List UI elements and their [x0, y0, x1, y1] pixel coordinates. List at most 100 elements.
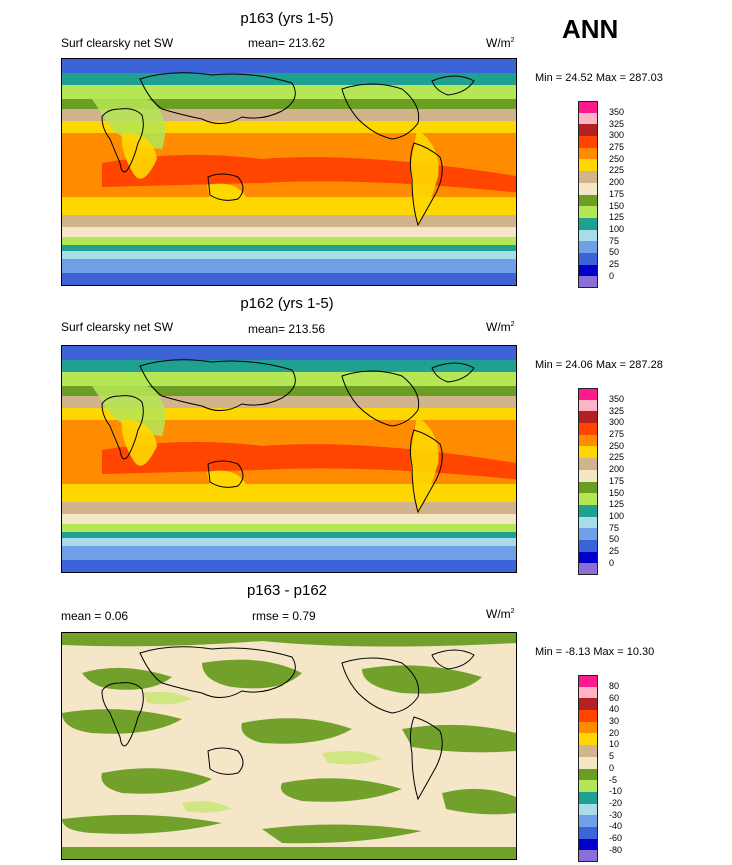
colorbar-swatch	[578, 686, 598, 699]
colorbar-swatch	[578, 423, 598, 435]
colorbar-tick: 0	[609, 557, 615, 568]
colorbar-tick: 350	[609, 394, 625, 404]
colorbar-tick: 175	[609, 475, 625, 486]
colorbar-tick: 80	[609, 681, 620, 691]
colorbar-tick: 40	[609, 704, 620, 715]
colorbar-swatch	[578, 698, 598, 711]
colorbar-swatch	[578, 504, 598, 517]
panel2-title: p162 (yrs 1-5)	[240, 295, 334, 312]
colorbar-swatch	[578, 411, 598, 424]
colorbar-swatch	[578, 481, 598, 494]
colorbar-swatch	[578, 710, 598, 722]
colorbar-tick: 325	[609, 405, 625, 416]
colorbar-swatch	[578, 675, 598, 687]
colorbar-tick: 125	[609, 499, 625, 510]
colorbar-swatch	[578, 838, 598, 851]
colorbar-tick: 175	[609, 188, 625, 199]
colorbar-tick: 150	[609, 200, 625, 211]
colorbar-swatch	[578, 194, 598, 207]
colorbar-swatch	[578, 780, 598, 792]
colorbar-tick: 200	[609, 464, 625, 475]
colorbar-tick: 150	[609, 487, 625, 498]
colorbar-tick: -5	[609, 774, 618, 785]
colorbar-swatch	[578, 551, 598, 564]
colorbar-tick: 275	[609, 142, 625, 153]
colorbar-tick: 25	[609, 545, 620, 556]
colorbar-tick: 50	[609, 247, 620, 258]
colorbar-tick: -10	[609, 786, 623, 797]
panel1-units: W/m2	[486, 36, 515, 50]
colorbar-swatch	[578, 388, 598, 400]
colorbar-tick: 5	[609, 751, 615, 762]
colorbar-swatch	[578, 112, 598, 125]
panel2-colorbar-ticks: 350 325 300 275 250 225 200 175 150 125 …	[609, 394, 624, 569]
colorbar-tick: 250	[609, 440, 625, 451]
panel3-rmse-label: rmse = 0.79	[252, 609, 316, 623]
colorbar-swatch	[578, 768, 598, 781]
colorbar-tick: 60	[609, 692, 620, 703]
panel1-map	[61, 58, 517, 286]
colorbar-swatch	[578, 217, 598, 230]
colorbar-swatch	[578, 826, 598, 839]
colorbar-swatch	[578, 756, 598, 769]
colorbar-swatch	[578, 815, 598, 827]
panel2-units: W/m2	[486, 320, 515, 334]
colorbar-tick: -40	[609, 821, 623, 832]
colorbar-swatch	[578, 446, 598, 459]
colorbar-swatch	[578, 136, 598, 148]
colorbar-swatch	[578, 516, 598, 529]
colorbar-tick: 350	[609, 107, 625, 117]
colorbar-swatch	[578, 252, 598, 265]
colorbar-tick: 75	[609, 235, 620, 246]
colorbar-swatch	[578, 458, 598, 470]
colorbar-swatch	[578, 229, 598, 242]
colorbar-tick: 25	[609, 258, 620, 269]
colorbar-swatch	[578, 850, 598, 862]
colorbar-tick: 75	[609, 522, 620, 533]
colorbar-tick: 0	[609, 762, 615, 773]
colorbar-swatch	[578, 539, 598, 552]
colorbar-swatch	[578, 147, 598, 160]
colorbar-tick: -60	[609, 832, 623, 843]
panel3-units: W/m2	[486, 607, 515, 621]
colorbar-swatch	[578, 124, 598, 137]
panel1-minmax: Min = 24.52 Max = 287.03	[535, 72, 663, 84]
colorbar-swatch	[578, 206, 598, 218]
colorbar-tick: 30	[609, 716, 620, 727]
colorbar-swatch	[578, 171, 598, 183]
colorbar-tick: 300	[609, 130, 625, 141]
colorbar-tick: 0	[609, 270, 615, 281]
colorbar-swatch	[578, 264, 598, 277]
panel3-title: p163 - p162	[246, 582, 328, 599]
panel2-colorbar	[578, 388, 598, 575]
colorbar-swatch	[578, 241, 598, 253]
panel3-mean-label: mean = 0.06	[61, 609, 129, 623]
colorbar-swatch	[578, 745, 598, 757]
colorbar-tick: 100	[609, 223, 625, 234]
colorbar-tick: 10	[609, 739, 620, 750]
colorbar-swatch	[578, 182, 598, 195]
colorbar-tick: 225	[609, 452, 625, 463]
colorbar-tick: 275	[609, 429, 625, 440]
colorbar-tick: 300	[609, 417, 625, 428]
panel2-map	[61, 345, 517, 573]
colorbar-swatch	[578, 159, 598, 172]
panel3-colorbar	[578, 675, 598, 862]
panel3-map	[61, 632, 517, 860]
panel2-variable-label: Surf clearsky net SW	[61, 320, 174, 334]
colorbar-tick: -80	[609, 844, 623, 855]
colorbar-swatch	[578, 528, 598, 540]
panel3-minmax: Min = -8.13 Max = 10.30	[535, 646, 655, 658]
colorbar-swatch	[578, 469, 598, 482]
colorbar-swatch	[578, 493, 598, 505]
colorbar-swatch	[578, 399, 598, 412]
colorbar-tick: 250	[609, 153, 625, 164]
panel3-colorbar-ticks: 80 60 40 30 20 10 5 0 -5 -10 -20 -30 -40…	[609, 681, 622, 856]
colorbar-swatch	[578, 276, 598, 288]
colorbar-tick: 20	[609, 727, 620, 738]
colorbar-swatch	[578, 791, 598, 804]
colorbar-tick: 125	[609, 212, 625, 223]
panel1-variable-label: Surf clearsky net SW	[61, 36, 174, 50]
colorbar-tick: 50	[609, 534, 620, 545]
panel1-colorbar	[578, 101, 598, 288]
